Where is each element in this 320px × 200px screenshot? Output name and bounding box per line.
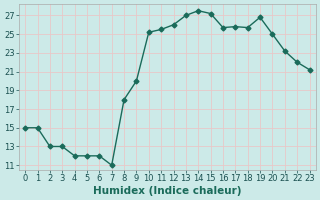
X-axis label: Humidex (Indice chaleur): Humidex (Indice chaleur) xyxy=(93,186,242,196)
